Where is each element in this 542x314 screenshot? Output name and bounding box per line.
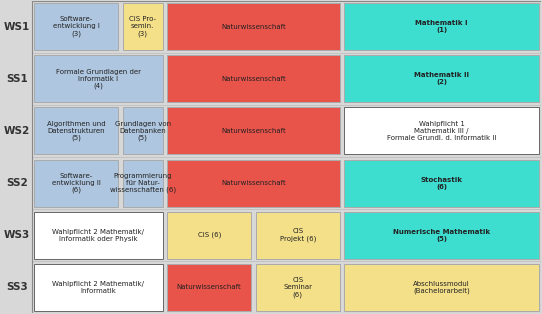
FancyBboxPatch shape: [122, 3, 163, 50]
FancyBboxPatch shape: [34, 160, 118, 207]
FancyBboxPatch shape: [344, 55, 539, 102]
Text: Mathematik II
(2): Mathematik II (2): [414, 72, 469, 85]
Text: SS3: SS3: [6, 282, 28, 292]
FancyBboxPatch shape: [34, 3, 118, 50]
FancyBboxPatch shape: [167, 264, 251, 311]
Text: WS1: WS1: [4, 22, 30, 32]
FancyBboxPatch shape: [344, 212, 539, 259]
Text: Numerische Mathematik
(5): Numerische Mathematik (5): [393, 229, 491, 242]
FancyBboxPatch shape: [122, 160, 163, 207]
FancyBboxPatch shape: [122, 107, 163, 154]
Text: Naturwissenschaft: Naturwissenschaft: [221, 128, 286, 134]
FancyBboxPatch shape: [256, 212, 340, 259]
Text: Naturwissenschaft: Naturwissenschaft: [221, 24, 286, 30]
FancyBboxPatch shape: [344, 107, 539, 154]
Text: SS1: SS1: [6, 74, 28, 84]
FancyBboxPatch shape: [34, 212, 163, 259]
Text: Wahlpflicht 2 Mathematik/
Informatik oder Physik: Wahlpflicht 2 Mathematik/ Informatik ode…: [53, 229, 144, 242]
Text: Abschlussmodul
(Bachelorarbeit): Abschlussmodul (Bachelorarbeit): [414, 280, 470, 294]
Text: Software-
entwicklung II
(6): Software- entwicklung II (6): [52, 173, 101, 193]
Text: CiS Pro-
semin.
(3): CiS Pro- semin. (3): [129, 17, 156, 37]
Text: SS2: SS2: [6, 178, 28, 188]
FancyBboxPatch shape: [344, 160, 539, 207]
FancyBboxPatch shape: [34, 55, 163, 102]
Text: Stochastik
(6): Stochastik (6): [421, 176, 463, 190]
Text: Naturwissenschaft: Naturwissenschaft: [221, 76, 286, 82]
Text: Naturwissenschaft: Naturwissenschaft: [177, 284, 242, 290]
Text: CiS (6): CiS (6): [197, 232, 221, 238]
FancyBboxPatch shape: [344, 264, 539, 311]
Text: Mathematik I
(1): Mathematik I (1): [416, 20, 468, 33]
FancyBboxPatch shape: [167, 107, 340, 154]
Text: WS3: WS3: [4, 230, 30, 240]
FancyBboxPatch shape: [167, 55, 340, 102]
Text: CiS
Seminar
(6): CiS Seminar (6): [283, 277, 312, 297]
FancyBboxPatch shape: [34, 264, 163, 311]
FancyBboxPatch shape: [344, 3, 539, 50]
Text: Wahlpflicht 2 Mathematik/
Informatik: Wahlpflicht 2 Mathematik/ Informatik: [53, 281, 144, 294]
FancyBboxPatch shape: [167, 212, 251, 259]
Text: CiS
Projekt (6): CiS Projekt (6): [280, 228, 316, 242]
Text: Formale Grundlagen der
Informatik I
(4): Formale Grundlagen der Informatik I (4): [56, 68, 141, 89]
Text: Algorithmen und
Datenstrukturen
(5): Algorithmen und Datenstrukturen (5): [47, 121, 106, 141]
FancyBboxPatch shape: [256, 264, 340, 311]
FancyBboxPatch shape: [167, 160, 340, 207]
Text: Software-
entwicklung I
(3): Software- entwicklung I (3): [53, 17, 100, 37]
Text: Naturwissenschaft: Naturwissenschaft: [221, 180, 286, 186]
Text: WS2: WS2: [4, 126, 30, 136]
FancyBboxPatch shape: [167, 3, 340, 50]
Text: Grundlagen von
Datenbanken
(5): Grundlagen von Datenbanken (5): [115, 121, 171, 141]
Text: Wahlpflicht 1
Mathematik III /
Formale Grundl. d. Informatik II: Wahlpflicht 1 Mathematik III / Formale G…: [387, 121, 496, 141]
FancyBboxPatch shape: [34, 107, 118, 154]
Text: Programmierung
für Natur-
wissenschaften (6): Programmierung für Natur- wissenschaften…: [109, 173, 176, 193]
